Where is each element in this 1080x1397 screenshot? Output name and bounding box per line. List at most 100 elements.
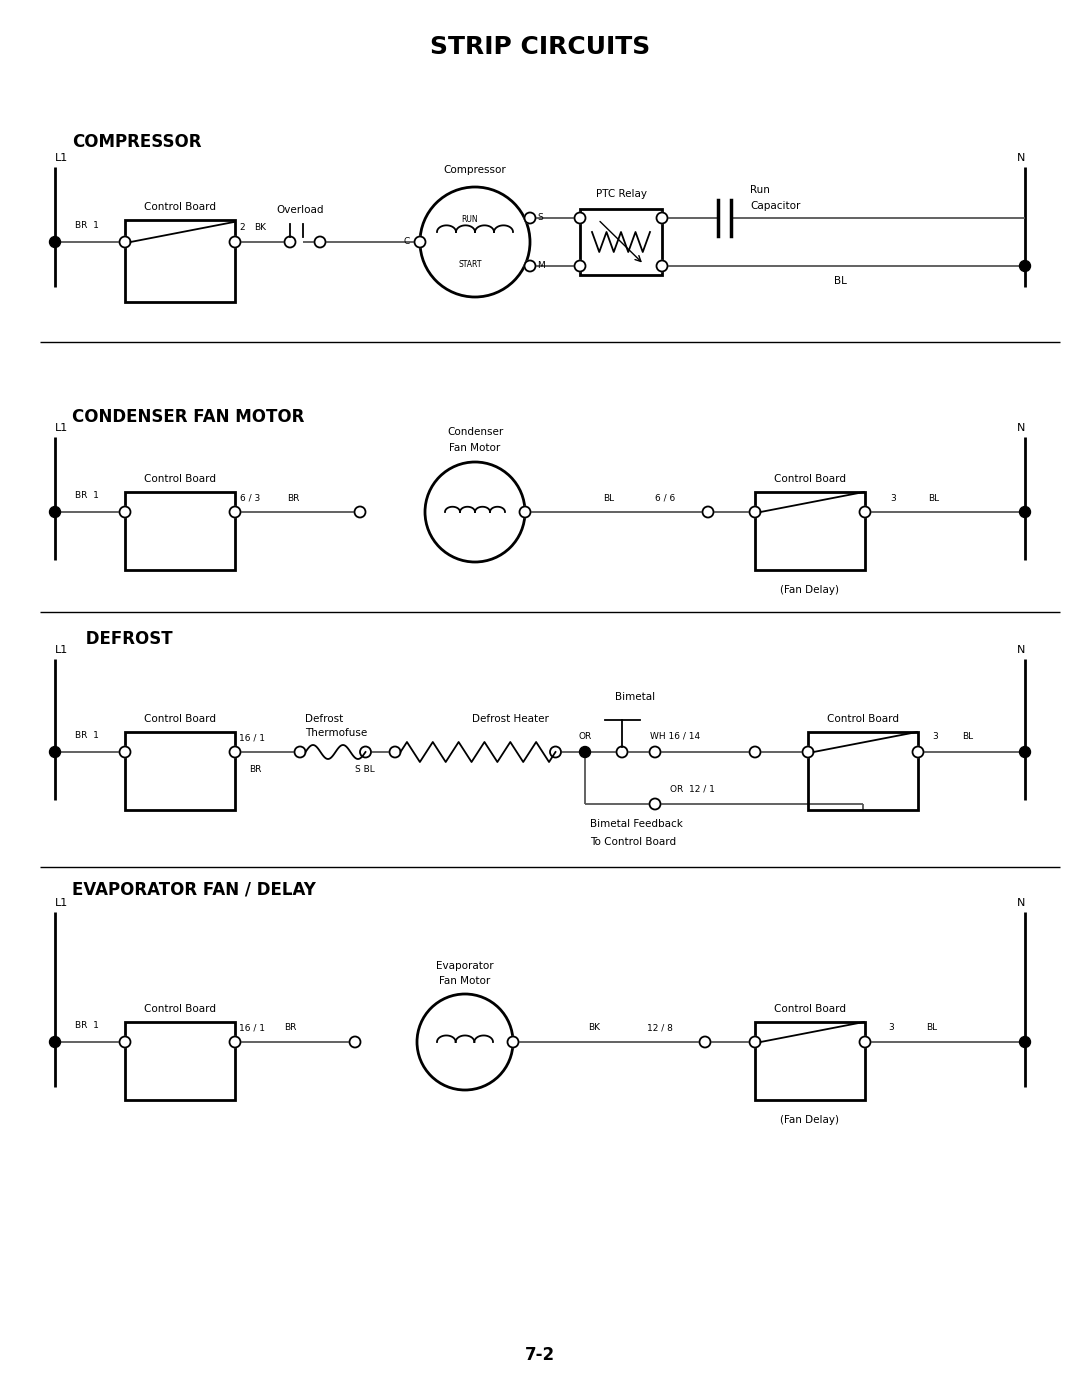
Circle shape (350, 1037, 361, 1048)
Text: N: N (1016, 154, 1025, 163)
Text: To Control Board: To Control Board (590, 837, 676, 847)
Text: START: START (458, 260, 482, 268)
Text: EVAPORATOR FAN / DELAY: EVAPORATOR FAN / DELAY (72, 880, 315, 898)
Bar (125, 492, 235, 570)
Text: N: N (1016, 423, 1025, 433)
Text: BK: BK (254, 224, 266, 232)
Text: Control Board: Control Board (144, 1004, 216, 1014)
Circle shape (1020, 507, 1030, 517)
Circle shape (649, 799, 661, 809)
Text: STRIP CIRCUITS: STRIP CIRCUITS (430, 35, 650, 59)
Text: CONDENSER FAN MOTOR: CONDENSER FAN MOTOR (72, 408, 305, 426)
Text: L1: L1 (55, 154, 68, 163)
Circle shape (913, 746, 923, 757)
Text: BR: BR (284, 1024, 296, 1032)
Circle shape (750, 507, 760, 517)
Text: BL: BL (603, 493, 615, 503)
Text: Run: Run (750, 184, 770, 196)
Bar (125, 1023, 235, 1099)
Circle shape (229, 507, 241, 517)
Text: Compressor: Compressor (444, 165, 507, 175)
Text: 16 / 1: 16 / 1 (239, 1024, 265, 1032)
Circle shape (50, 236, 60, 247)
Circle shape (750, 1037, 760, 1048)
Text: Thermofuse: Thermofuse (305, 728, 367, 738)
Circle shape (295, 746, 306, 757)
Circle shape (657, 260, 667, 271)
Text: Control Board: Control Board (144, 474, 216, 483)
Circle shape (120, 746, 131, 757)
Text: (Fan Delay): (Fan Delay) (781, 1115, 839, 1125)
Text: Evaporator: Evaporator (436, 961, 494, 971)
Circle shape (120, 236, 131, 247)
Text: L1: L1 (55, 898, 68, 908)
Text: Bimetal: Bimetal (615, 692, 656, 703)
Text: C: C (404, 237, 410, 246)
Text: M: M (537, 261, 544, 271)
Circle shape (360, 746, 372, 757)
Text: WH 16 / 14: WH 16 / 14 (650, 732, 700, 740)
Text: BL: BL (928, 493, 940, 503)
Circle shape (550, 746, 561, 757)
Circle shape (702, 507, 714, 517)
Text: Control Board: Control Board (774, 474, 846, 483)
Circle shape (50, 746, 60, 757)
Circle shape (617, 746, 627, 757)
Circle shape (1020, 746, 1030, 757)
Text: BR  1: BR 1 (75, 221, 99, 229)
Text: 3: 3 (932, 732, 937, 740)
Circle shape (525, 212, 536, 224)
Circle shape (575, 260, 585, 271)
Text: BL: BL (926, 1024, 937, 1032)
Text: L1: L1 (55, 423, 68, 433)
Text: S: S (537, 214, 543, 222)
Circle shape (314, 236, 325, 247)
Text: OR: OR (579, 732, 592, 740)
Circle shape (575, 212, 585, 224)
Text: COMPRESSOR: COMPRESSOR (72, 133, 202, 151)
Text: N: N (1016, 898, 1025, 908)
Circle shape (50, 1037, 60, 1048)
Bar (755, 492, 865, 570)
Text: 3: 3 (890, 493, 895, 503)
Text: 6 / 3: 6 / 3 (240, 493, 260, 503)
Circle shape (519, 507, 530, 517)
Text: 7-2: 7-2 (525, 1345, 555, 1363)
Circle shape (120, 1037, 131, 1048)
Text: DEFROST: DEFROST (80, 630, 173, 648)
Circle shape (525, 260, 536, 271)
Text: Control Board: Control Board (774, 1004, 846, 1014)
Circle shape (284, 236, 296, 247)
Bar (580, 210, 662, 274)
Circle shape (657, 212, 667, 224)
Text: BR: BR (287, 493, 299, 503)
Circle shape (1020, 260, 1030, 271)
Text: Fan Motor: Fan Motor (449, 443, 501, 453)
Circle shape (1020, 1037, 1030, 1048)
Text: Capacitor: Capacitor (750, 201, 800, 211)
Bar (125, 732, 235, 810)
Circle shape (50, 507, 60, 517)
Circle shape (860, 507, 870, 517)
Text: Control Board: Control Board (144, 714, 216, 724)
Circle shape (415, 236, 426, 247)
Text: BL: BL (962, 732, 973, 740)
Text: Control Board: Control Board (827, 714, 899, 724)
Text: BL: BL (834, 277, 847, 286)
Text: OR  12 / 1: OR 12 / 1 (670, 785, 715, 793)
Circle shape (390, 746, 401, 757)
Text: N: N (1016, 645, 1025, 655)
Circle shape (229, 746, 241, 757)
Text: 2: 2 (239, 224, 245, 232)
Text: Control Board: Control Board (144, 203, 216, 212)
Text: BR  1: BR 1 (75, 1020, 99, 1030)
Bar (125, 219, 235, 302)
Text: (Fan Delay): (Fan Delay) (781, 585, 839, 595)
Circle shape (229, 236, 241, 247)
Circle shape (860, 1037, 870, 1048)
Text: BK: BK (588, 1024, 600, 1032)
Text: Condenser: Condenser (447, 427, 503, 437)
Circle shape (750, 746, 760, 757)
Text: Bimetal Feedback: Bimetal Feedback (590, 819, 683, 828)
Text: BR  1: BR 1 (75, 731, 99, 739)
